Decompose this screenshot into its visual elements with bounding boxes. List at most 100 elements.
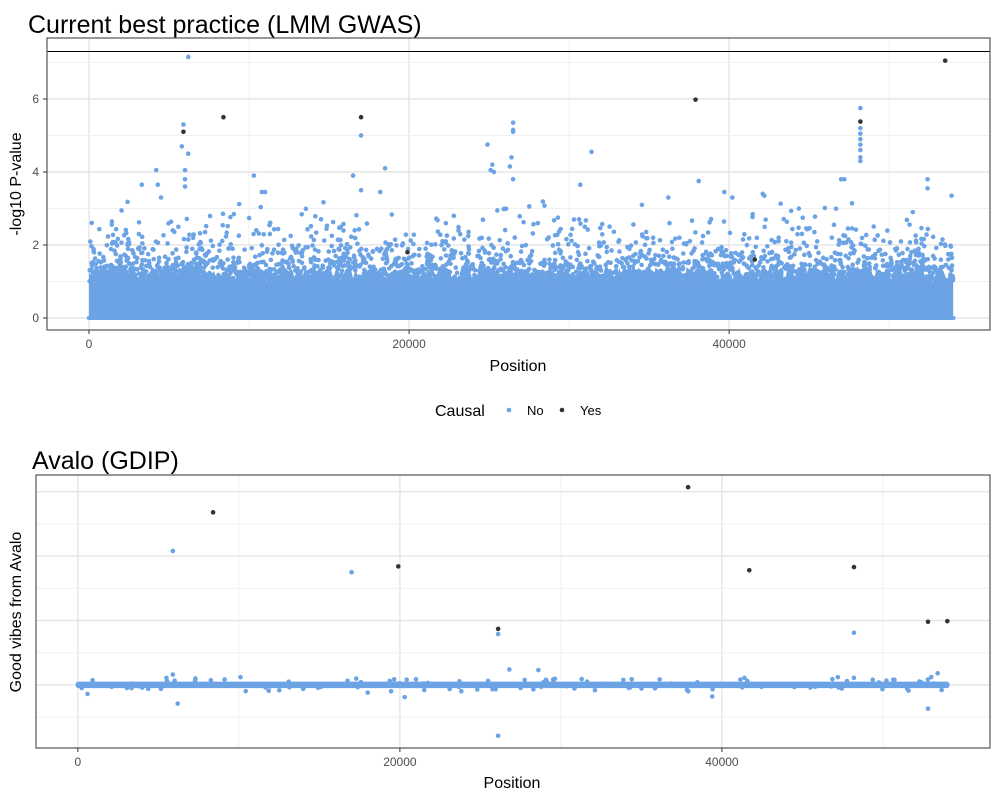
data-point-noncausal [424, 240, 430, 246]
data-point-noncausal [206, 277, 212, 282]
data-point-noncausal [531, 687, 536, 692]
data-point-noncausal [399, 261, 405, 267]
data-point-noncausal [510, 120, 516, 125]
data-point-noncausal [95, 269, 100, 274]
data-point-noncausal [526, 204, 532, 209]
data-point-noncausal [607, 224, 612, 229]
x-tick-label: 20000 [392, 337, 426, 351]
data-point-noncausal [802, 262, 808, 268]
data-point-noncausal [666, 254, 672, 259]
data-point-noncausal [184, 245, 189, 250]
data-point-noncausal [353, 275, 359, 281]
data-point-noncausal [308, 234, 314, 239]
data-point-noncausal [130, 261, 136, 267]
data-point-noncausal [631, 222, 636, 227]
data-point-noncausal [329, 233, 335, 239]
data-point-noncausal [651, 240, 656, 246]
data-point-noncausal [639, 232, 645, 237]
data-point-noncausal [346, 274, 351, 280]
data-point-noncausal [721, 266, 726, 272]
data-point-noncausal [839, 686, 845, 691]
data-point-noncausal [660, 259, 665, 265]
data-point-noncausal [355, 241, 360, 247]
data-point-noncausal [416, 267, 422, 272]
data-point-noncausal [845, 264, 851, 270]
data-point-noncausal [462, 254, 468, 260]
data-point-noncausal [225, 267, 231, 272]
data-point-noncausal [202, 271, 208, 277]
data-point-noncausal [775, 262, 781, 267]
data-point-noncausal [658, 268, 664, 274]
data-point-noncausal [527, 254, 532, 260]
data-point-noncausal [334, 270, 340, 275]
data-point-noncausal [179, 261, 184, 267]
data-point-noncausal [267, 220, 273, 226]
data-point-noncausal [421, 681, 427, 686]
data-point-noncausal [323, 258, 329, 263]
data-point-noncausal [919, 261, 925, 267]
data-point-noncausal [818, 275, 824, 281]
data-point-noncausal [629, 676, 635, 682]
data-point-noncausal [871, 224, 877, 229]
data-point-noncausal [101, 271, 106, 277]
data-point-noncausal [464, 266, 470, 271]
data-point-noncausal [153, 279, 158, 284]
data-point-noncausal [793, 247, 799, 253]
data-point-noncausal [910, 209, 916, 215]
data-point-noncausal [352, 235, 358, 241]
data-point-causal [358, 114, 364, 120]
data-point-noncausal [759, 684, 764, 690]
data-point-noncausal [153, 167, 159, 173]
data-point-noncausal [919, 225, 924, 231]
data-point-noncausal [406, 255, 412, 261]
data-point-noncausal [732, 257, 738, 263]
data-point-noncausal [694, 269, 699, 275]
data-point-noncausal [807, 262, 813, 268]
data-point-noncausal [124, 685, 130, 691]
data-point-noncausal [626, 685, 632, 691]
data-point-noncausal [108, 262, 114, 268]
data-point-noncausal [355, 684, 361, 690]
data-point-noncausal [645, 271, 650, 277]
data-point-noncausal [742, 275, 747, 281]
data-point-noncausal [373, 267, 378, 273]
data-point-noncausal [326, 249, 332, 254]
data-point-noncausal [715, 246, 721, 252]
data-point-noncausal [515, 260, 520, 266]
data-point-noncausal [458, 250, 464, 256]
data-point-noncausal [607, 274, 613, 280]
data-point-noncausal [132, 254, 138, 260]
data-point-noncausal [140, 266, 146, 272]
data-point-noncausal [656, 261, 661, 266]
data-point-noncausal [684, 687, 690, 693]
data-point-noncausal [312, 272, 317, 277]
data-point-noncausal [707, 258, 713, 263]
data-point-noncausal [362, 272, 368, 277]
data-point-noncausal [733, 250, 738, 256]
data-point-noncausal [903, 278, 908, 284]
data-point-noncausal [500, 246, 506, 251]
data-point-noncausal [621, 276, 626, 281]
data-point-noncausal [639, 262, 644, 268]
data-point-noncausal [843, 277, 848, 283]
data-point-noncausal [829, 278, 835, 283]
data-point-noncausal [940, 237, 945, 242]
data-point-noncausal [370, 248, 376, 254]
data-point-noncausal [746, 236, 752, 241]
data-point-noncausal [661, 253, 666, 259]
data-point-noncausal [768, 272, 774, 277]
data-point-noncausal [762, 224, 767, 230]
data-point-noncausal [894, 278, 900, 283]
panel1-x-axis-label: Position [490, 358, 547, 375]
data-point-noncausal [252, 271, 257, 277]
data-point-noncausal [90, 677, 95, 683]
data-point-noncausal [290, 259, 296, 265]
panel1-plot: 0 20000 40000 0 2 4 6 [32, 37, 991, 351]
data-point-noncausal [907, 240, 913, 245]
data-point-noncausal [589, 149, 594, 155]
data-point-noncausal [809, 277, 815, 283]
data-point-noncausal [364, 221, 370, 226]
data-point-noncausal [522, 677, 528, 683]
data-point-noncausal [598, 243, 604, 248]
